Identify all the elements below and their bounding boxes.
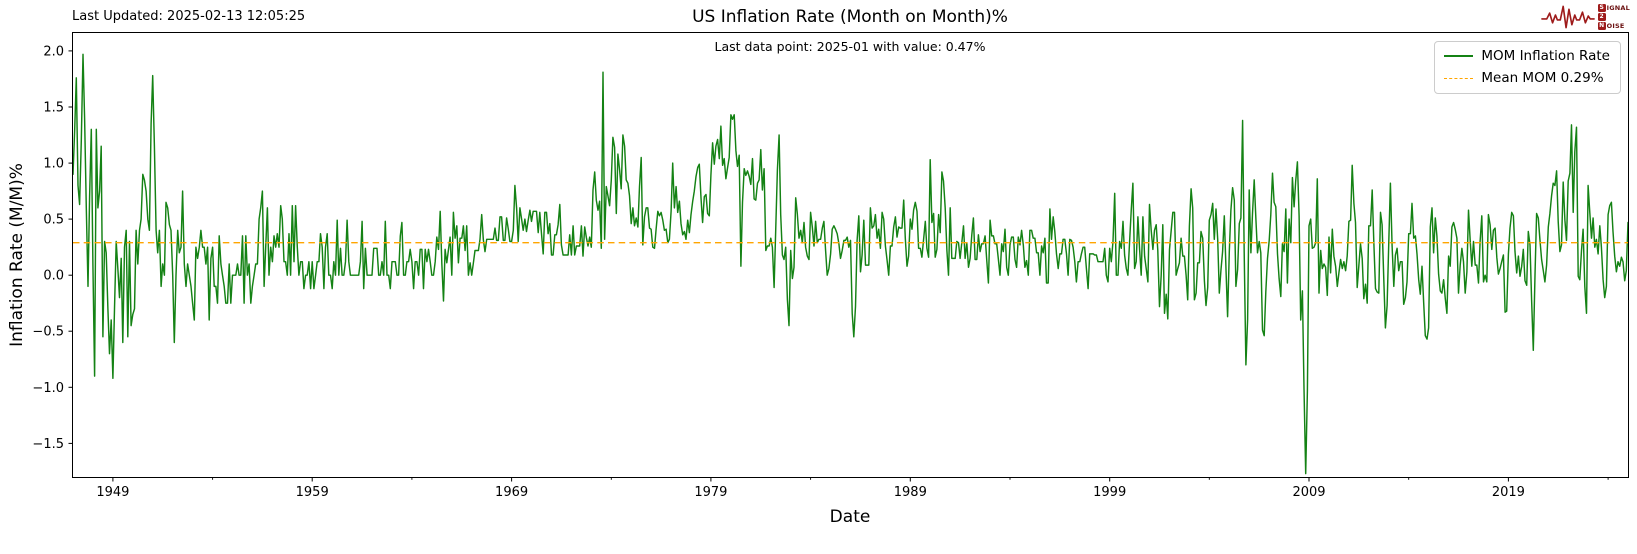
x-axis-label: Date — [829, 507, 871, 527]
legend-label: Mean MOM 0.29% — [1481, 70, 1604, 86]
y-tick-label: 1.0 — [43, 157, 64, 172]
green-line-swatch-icon — [1444, 55, 1474, 57]
y-tick-label: −1.0 — [32, 381, 64, 396]
y-tick-label: 1.5 — [43, 101, 64, 116]
logo-text: S IGNAL 2 N OISE — [1597, 3, 1630, 30]
heartbeat-waveform-icon — [1540, 5, 1595, 29]
legend-item-mean-mom: Mean MOM 0.29% — [1444, 70, 1610, 86]
x-tick-label: 1959 — [296, 485, 329, 500]
y-tick-label: 0.0 — [43, 269, 64, 284]
logo-box-2: 2 — [1597, 13, 1606, 21]
chart-title: US Inflation Rate (Month on Month)% — [692, 7, 1008, 27]
logo-box-s: S — [1597, 4, 1606, 12]
x-tick-label: 1969 — [495, 485, 528, 500]
y-axis-label: Inflation Rate (M/M)% — [7, 163, 27, 347]
x-tick-label: 1999 — [1093, 485, 1126, 500]
last-updated-text: Last Updated: 2025-02-13 12:05:25 — [72, 9, 306, 24]
last-data-point-annotation: Last data point: 2025-01 with value: 0.4… — [714, 39, 986, 54]
legend-label: MOM Inflation Rate — [1481, 48, 1610, 64]
plot-border — [72, 32, 1629, 478]
x-tick-label: 1979 — [694, 485, 727, 500]
orange-dashed-swatch-icon — [1444, 77, 1474, 79]
x-tick-label: 1949 — [96, 485, 129, 500]
mom-inflation-line — [72, 53, 1629, 475]
y-tick-label: −0.5 — [32, 325, 64, 340]
logo-box-n: N — [1597, 22, 1606, 30]
x-tick-label: 2019 — [1492, 485, 1525, 500]
signal2noise-logo: S IGNAL 2 N OISE — [1540, 2, 1630, 32]
y-tick-label: 0.5 — [43, 213, 64, 228]
x-tick-label: 2009 — [1292, 485, 1325, 500]
y-tick-label: 2.0 — [43, 44, 64, 59]
legend: MOM Inflation Rate Mean MOM 0.29% — [1434, 41, 1621, 94]
y-tick-label: −1.5 — [32, 437, 64, 452]
legend-item-mom-inflation: MOM Inflation Rate — [1444, 48, 1610, 64]
x-tick-label: 1989 — [894, 485, 927, 500]
